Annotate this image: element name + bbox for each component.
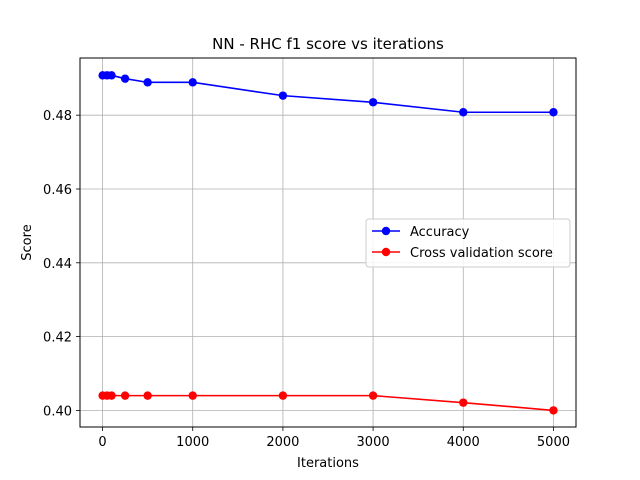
- y-tick-label: 0.40: [43, 404, 72, 419]
- x-tick-label: 0: [98, 435, 106, 450]
- legend: Accuracy Cross validation score: [365, 218, 571, 268]
- y-tick-label: 0.44: [43, 257, 72, 272]
- data-point: [107, 391, 116, 400]
- x-axis-title: Iterations: [297, 456, 359, 471]
- data-point: [368, 391, 378, 400]
- legend-box: [365, 218, 571, 268]
- x-tick-label: 1000: [176, 435, 209, 450]
- data-point: [188, 78, 197, 87]
- data-point: [143, 78, 152, 87]
- grid: [80, 58, 576, 427]
- y-axis-title: Score: [20, 224, 35, 260]
- legend-label: Accuracy: [410, 225, 470, 240]
- data-point: [120, 391, 130, 400]
- data-point: [120, 74, 130, 83]
- data-point: [549, 406, 558, 415]
- x-tick-label: 5000: [537, 435, 570, 450]
- data-point: [549, 108, 558, 117]
- x-tick-label: 2000: [266, 435, 299, 450]
- y-tick-label: 0.46: [43, 183, 72, 198]
- series-1: [98, 71, 558, 117]
- data-point: [188, 391, 197, 400]
- data-point: [368, 98, 378, 107]
- legend-marker: [381, 226, 391, 236]
- y-tick-label: 0.48: [43, 109, 72, 124]
- series-layer: [98, 71, 558, 415]
- data-point: [143, 391, 152, 400]
- data-point: [459, 108, 468, 117]
- plot-frame: [79, 57, 577, 428]
- legend-marker: [381, 247, 391, 257]
- legend-label: Cross validation score: [410, 246, 553, 261]
- chart-title: NN - RHC f1 score vs iterations: [212, 35, 444, 53]
- ticks: 0 1000 2000 3000 4000 5000 0.40 0.42 0.44 0.46 0.4…: [43, 109, 570, 450]
- x-tick-label: 3000: [357, 435, 390, 450]
- y-tick-label: 0.42: [43, 331, 72, 346]
- series-2: [98, 391, 558, 415]
- data-point: [107, 71, 116, 80]
- data-point: [459, 398, 468, 407]
- data-point: [278, 391, 288, 400]
- x-tick-label: 4000: [447, 435, 480, 450]
- data-point: [278, 91, 288, 100]
